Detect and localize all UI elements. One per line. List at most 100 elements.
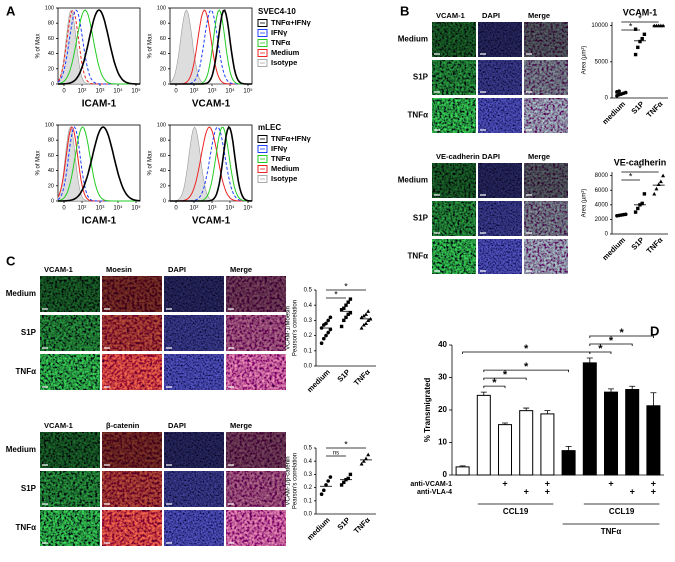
column-header: Merge (528, 11, 550, 20)
histogram-curve (57, 9, 140, 85)
micrograph (102, 471, 162, 507)
error-bar (459, 465, 466, 467)
data-point (319, 341, 324, 346)
legend-label: IFNγ (271, 28, 288, 37)
x-tick-label: 10⁵ (131, 205, 141, 212)
histogram-curve (58, 9, 140, 85)
x-tick-label: S1P (335, 515, 351, 531)
micrograph (432, 98, 476, 133)
data-point (642, 32, 647, 37)
data-point (654, 186, 659, 191)
treatment-plus: + (630, 486, 635, 496)
y-tick-label: 60 (160, 153, 166, 159)
data-point (342, 306, 346, 310)
row-label: Medium (398, 176, 428, 185)
legend-label: Medium (271, 48, 300, 57)
y-tick-label: 40 (48, 51, 54, 57)
histogram-curve (170, 125, 253, 202)
micrograph (478, 163, 522, 198)
micrograph (164, 354, 224, 390)
column-header: β-catenin (106, 421, 140, 430)
column-header: Moesin (106, 265, 132, 274)
data-point (344, 315, 348, 320)
micrograph (524, 201, 568, 236)
row-label: Medium (6, 289, 36, 298)
sig-label: * (638, 163, 642, 173)
y-tick-label: 2000 (595, 217, 609, 223)
micrograph (432, 163, 476, 198)
data-point (328, 315, 333, 320)
micrograph (226, 354, 286, 390)
y-tick-label: 40 (160, 168, 166, 174)
data-point (633, 27, 638, 31)
y-axis-label: % of Max (148, 33, 154, 58)
micrograph (226, 276, 286, 312)
column-header: VCAM-1 (44, 265, 73, 274)
column-header: Merge (230, 265, 252, 274)
y-tick-label: 20 (438, 405, 447, 414)
panel-label: A (6, 3, 16, 18)
micrograph (226, 432, 286, 468)
y-axis-label: Pearson's correlation (293, 300, 299, 356)
data-point (361, 459, 366, 463)
y-tick-label: 0 (163, 81, 166, 87)
row-label: S1P (413, 73, 429, 82)
y-tick-label: 80 (48, 138, 54, 144)
data-point (342, 318, 346, 323)
data-point (324, 483, 328, 487)
panel-label: B (400, 3, 409, 18)
group-label: CCL19 (609, 507, 635, 516)
error-bar (502, 422, 508, 425)
micrograph (164, 471, 224, 507)
panel-label: D (650, 323, 659, 338)
x-tick-label: TNFα (352, 367, 372, 387)
histogram-curve (57, 10, 140, 85)
micrograph (164, 276, 224, 312)
micrograph (102, 276, 162, 312)
y-tick-label: 0.0 (304, 364, 313, 370)
data-point (344, 303, 348, 307)
micrograph (40, 432, 100, 468)
data-point (348, 311, 353, 315)
y-tick-label: 10 (438, 438, 447, 447)
x-tick-label: 10⁴ (113, 88, 123, 95)
micrograph (164, 510, 224, 546)
column-header: Merge (230, 421, 252, 430)
micrograph (164, 315, 224, 351)
data-point (328, 327, 333, 332)
micrograph (432, 239, 476, 274)
y-axis-label: % of Max (148, 150, 154, 175)
data-point (623, 212, 628, 217)
treatment-plus: + (545, 478, 550, 488)
x-tick-label: TNFα (645, 99, 665, 119)
micrograph (40, 354, 100, 390)
data-point (346, 312, 350, 317)
x-tick-label: 10² (78, 89, 87, 95)
sig-bracket (483, 385, 506, 389)
x-tick-label: 10² (190, 206, 199, 212)
sig-label: * (524, 361, 529, 373)
y-tick-label: 0.2 (304, 485, 313, 491)
y-tick-label: 0 (605, 96, 609, 102)
sig-label: * (619, 327, 624, 339)
sig-label: * (638, 13, 642, 23)
histogram-curve (57, 9, 140, 85)
y-tick-label: 0.1 (304, 348, 313, 354)
panel-label: C (6, 253, 16, 268)
row-label: Medium (398, 35, 428, 44)
bar (582, 362, 597, 476)
data-point (359, 315, 364, 319)
legend-label: Isotype (271, 174, 297, 183)
plot-title: VE-cadherin (614, 157, 667, 167)
x-tick-label: 10⁵ (243, 205, 253, 212)
y-tick-label: 80 (160, 138, 166, 144)
y-axis-label: VCAM-1/Moesin (286, 306, 292, 350)
micrograph (226, 471, 286, 507)
y-tick-label: 60 (48, 36, 54, 42)
micrograph (226, 315, 286, 351)
error-bar (629, 385, 636, 390)
x-tick-label: S1P (629, 99, 645, 115)
sig-bracket (589, 351, 612, 354)
data-point (324, 321, 328, 326)
bar (604, 391, 618, 476)
